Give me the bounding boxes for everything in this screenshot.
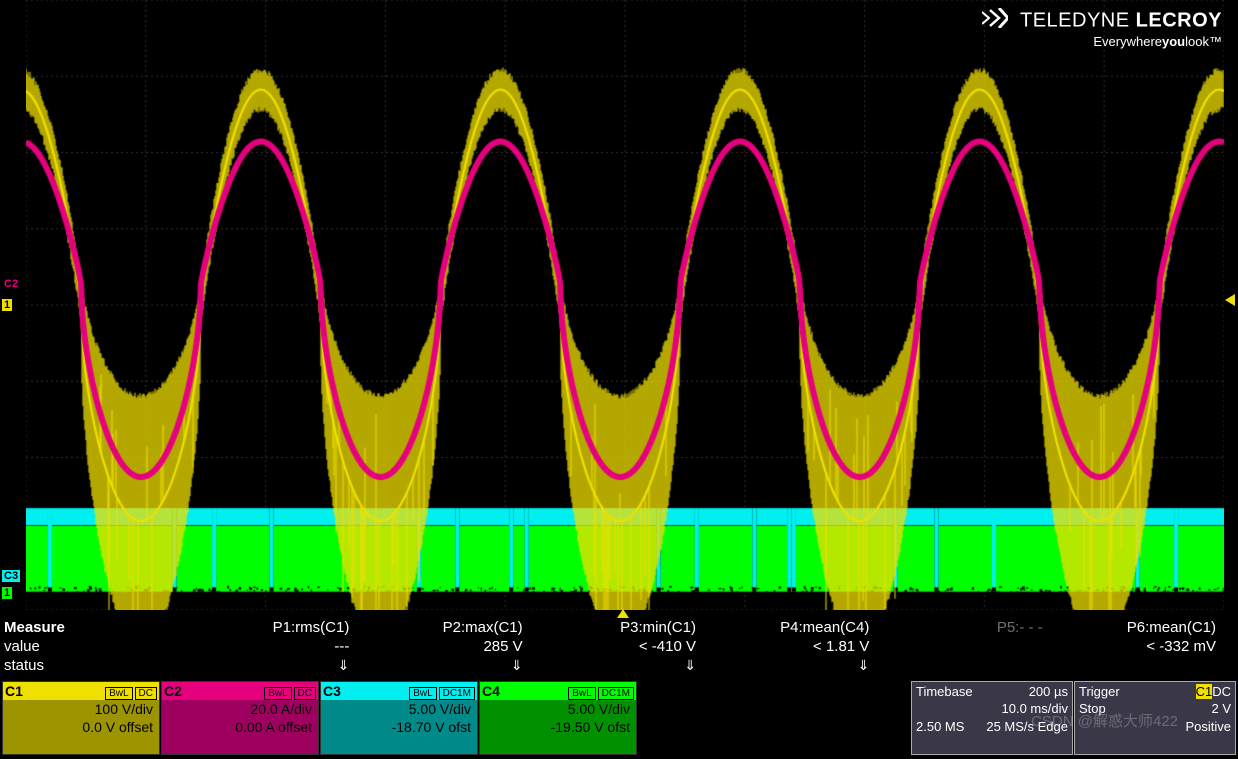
measure-col-value-6: < -332 mV — [1061, 638, 1234, 657]
channel-badge-bwl: BwL — [264, 687, 291, 700]
channel-ground-marker-c1: 1 — [2, 299, 12, 311]
channel-box-c1[interactable]: C1 BwLDC 100 V/div 0.0 V offset — [2, 681, 160, 755]
measurement-bar: MeasureP1:rms(C1)P2:max(C1)P3:min(C1)P4:… — [4, 619, 1234, 676]
logo-tag-a: Everywhere — [1093, 34, 1162, 49]
measure-col-value-5 — [887, 638, 1060, 657]
logo-title-a: TELEDYNE — [1020, 9, 1130, 31]
channel-box-c3[interactable]: C3 BwLDC1M 5.00 V/div -18.70 V ofst — [320, 681, 478, 755]
timebase-scale: 10.0 ms/div — [1002, 700, 1068, 718]
channel-offset: 0.00 A offset — [162, 718, 318, 736]
waveform-canvas — [26, 0, 1224, 610]
measure-col-name-6[interactable]: P6:mean(C1) — [1061, 619, 1234, 638]
waveform-display[interactable] — [26, 0, 1224, 610]
channel-offset: -18.70 V ofst — [321, 718, 477, 736]
trigger-slope: Positive — [1185, 718, 1231, 736]
channel-badge-bwl: BwL — [409, 687, 436, 700]
channel-scale: 100 V/div — [3, 700, 159, 718]
logo-tag-c: look — [1185, 34, 1209, 49]
measure-col-value-4: < 1.81 V — [714, 638, 887, 657]
measure-col-name-1[interactable]: P1:rms(C1) — [194, 619, 367, 638]
measure-col-value-2: 285 V — [367, 638, 540, 657]
measure-col-status-2: ⇓ — [367, 657, 540, 676]
timebase-rate: 25 MS/s Edge — [986, 718, 1068, 736]
channel-label: C1 — [5, 683, 23, 699]
measure-label-value: value — [4, 638, 194, 657]
timebase-delay: 200 µs — [1029, 684, 1068, 699]
measure-col-name-2[interactable]: P2:max(C1) — [367, 619, 540, 638]
channel-scale: 5.00 V/div — [480, 700, 636, 718]
channel-badge-dc1m: DC1M — [439, 687, 475, 700]
measure-label-status: status — [4, 657, 194, 676]
measure-col-status-6 — [1061, 657, 1234, 676]
channel-badge-dc: DC — [135, 687, 157, 700]
measure-col-status-1: ⇓ — [194, 657, 367, 676]
logo-chevrons-icon — [982, 8, 1008, 34]
channel-badge-bwl: BwL — [105, 687, 132, 700]
trigger-source-badge: C1 — [1196, 684, 1213, 699]
timebase-title: Timebase — [916, 684, 973, 699]
channel-label: C2 — [164, 683, 182, 699]
timebase-box[interactable]: Timebase 200 µs 10.0 ms/div 2.50 MS 25 MS/… — [911, 681, 1073, 755]
measure-col-value-3: < -410 V — [541, 638, 714, 657]
logo-title-b: LECROY — [1136, 9, 1222, 31]
channel-ground-marker-c4: 1 — [2, 587, 12, 599]
channel-badge-dc1m: DC1M — [598, 687, 634, 700]
channel-box-c2[interactable]: C2 BwLDC 20.0 A/div 0.00 A offset — [161, 681, 319, 755]
trigger-box[interactable]: Trigger C1DC Stop 2 V Positive — [1074, 681, 1236, 755]
measure-col-status-5 — [887, 657, 1060, 676]
channel-label: C4 — [482, 683, 500, 699]
timebase-memory: 2.50 MS — [916, 718, 964, 736]
measure-col-status-4: ⇓ — [714, 657, 887, 676]
measure-col-value-1: --- — [194, 638, 367, 657]
channel-ground-marker-c3: C3 — [2, 570, 20, 582]
channel-label: C3 — [323, 683, 341, 699]
measure-col-name-3[interactable]: P3:min(C1) — [541, 619, 714, 638]
logo-tm: ™ — [1209, 34, 1222, 49]
measure-label-title: Measure — [4, 619, 194, 638]
channel-scale: 5.00 V/div — [321, 700, 477, 718]
measure-col-name-4[interactable]: P4:mean(C4) — [714, 619, 887, 638]
trigger-level-marker[interactable] — [1225, 294, 1235, 306]
brand-logo: TELEDYNE LECROY Everywhereyoulook™ — [982, 8, 1222, 49]
trigger-level: 2 V — [1211, 700, 1231, 718]
channel-scale: 20.0 A/div — [162, 700, 318, 718]
bottom-status-bar: C1 BwLDC 100 V/div 0.0 V offset C2 BwLDC… — [0, 681, 1238, 757]
channel-badge-bwl: BwL — [568, 687, 595, 700]
channel-box-c4[interactable]: C4 BwLDC1M 5.00 V/div -19.50 V ofst — [479, 681, 637, 755]
trigger-coupling-badge: DC — [1212, 684, 1231, 699]
trigger-mode: Stop — [1079, 700, 1106, 718]
measure-col-status-3: ⇓ — [541, 657, 714, 676]
channel-ground-marker-c2: C2 — [2, 278, 20, 290]
channel-offset: 0.0 V offset — [3, 718, 159, 736]
channel-badge-dc: DC — [294, 687, 316, 700]
trigger-title: Trigger — [1079, 684, 1120, 699]
logo-tag-b: you — [1162, 34, 1185, 49]
measure-col-name-5[interactable]: P5:- - - — [887, 619, 1060, 638]
channel-offset: -19.50 V ofst — [480, 718, 636, 736]
trigger-time-marker[interactable] — [617, 609, 629, 618]
